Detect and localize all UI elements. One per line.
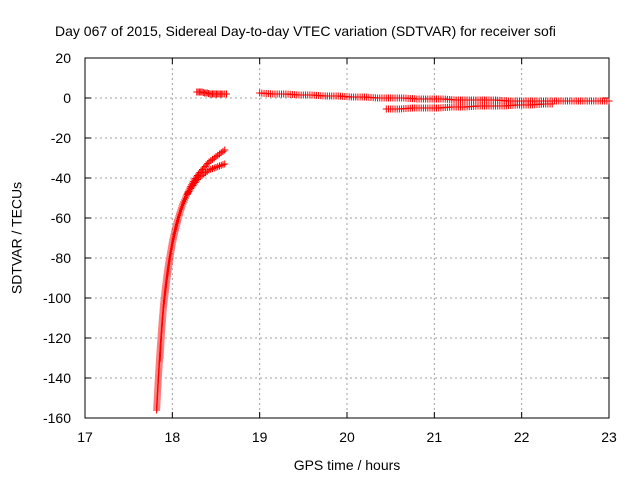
x-tick-label: 23 bbox=[601, 429, 617, 445]
y-tick-label: 20 bbox=[55, 50, 71, 66]
y-tick-label: -120 bbox=[43, 330, 71, 346]
y-tick-label: -160 bbox=[43, 410, 71, 426]
data-point bbox=[212, 163, 220, 171]
x-tick-label: 22 bbox=[514, 429, 530, 445]
data-point bbox=[209, 165, 217, 173]
data-point bbox=[184, 189, 192, 197]
grid bbox=[85, 58, 609, 418]
y-tick-label: -100 bbox=[43, 290, 71, 306]
data-point bbox=[182, 192, 190, 200]
chart-title: Day 067 of 2015, Sidereal Day-to-day VTE… bbox=[55, 23, 556, 39]
x-tick-label: 17 bbox=[77, 429, 93, 445]
data-point bbox=[205, 166, 213, 174]
y-tick-label: -80 bbox=[51, 250, 71, 266]
data-point bbox=[219, 147, 227, 155]
x-tick-label: 19 bbox=[252, 429, 268, 445]
y-axis-label: SDTVAR / TECUs bbox=[9, 182, 25, 294]
y-tick-label: 0 bbox=[63, 90, 71, 106]
data-point bbox=[605, 97, 613, 105]
x-axis-label: GPS time / hours bbox=[294, 457, 401, 473]
data-point bbox=[222, 90, 230, 98]
y-tick-label: -20 bbox=[51, 130, 71, 146]
data-point bbox=[548, 100, 556, 108]
x-tick-label: 21 bbox=[427, 429, 443, 445]
y-tick-label: -60 bbox=[51, 210, 71, 226]
data-point bbox=[219, 161, 227, 169]
x-tick-label: 20 bbox=[339, 429, 355, 445]
data-point bbox=[215, 162, 223, 170]
data-point bbox=[207, 165, 215, 173]
data-point bbox=[214, 163, 222, 171]
data-point bbox=[221, 146, 229, 154]
plot-frame bbox=[84, 57, 610, 419]
data-point bbox=[183, 191, 191, 198]
y-tick-label: -40 bbox=[51, 170, 71, 186]
data-point bbox=[217, 161, 225, 169]
y-tick-label: -140 bbox=[43, 370, 71, 386]
data-point bbox=[210, 164, 218, 172]
data-point bbox=[221, 160, 229, 168]
x-tick-label: 18 bbox=[165, 429, 181, 445]
axis-ticks: 17 18 19 20 21 22 23 20 0 -20 -40 -60 -80 -100 -120 -14… bbox=[43, 50, 617, 445]
data-points bbox=[153, 88, 613, 414]
